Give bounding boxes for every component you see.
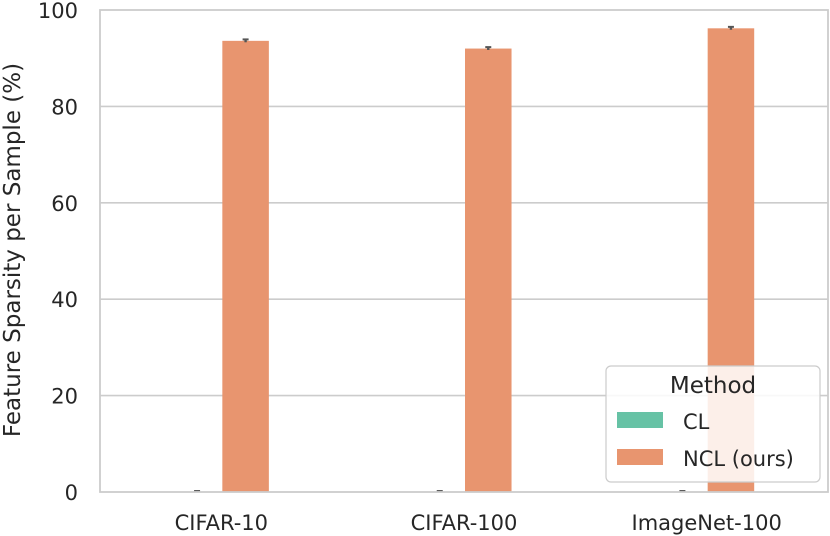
y-tick-label: 20	[51, 385, 78, 409]
legend-label-ncl: NCL (ours)	[683, 447, 794, 471]
legend-title: Method	[670, 373, 756, 399]
y-tick-label: 60	[51, 192, 78, 216]
plot-frame	[99, 9, 829, 493]
y-tick-label: 100	[38, 0, 78, 23]
legend-label-cl: CL	[683, 410, 710, 434]
x-tick-label: CIFAR-100	[411, 511, 518, 535]
legend-swatch-cl	[617, 412, 663, 428]
bar-ncl-ours	[465, 48, 512, 493]
x-tick-label: ImageNet-100	[632, 511, 782, 535]
x-tick-label: CIFAR-10	[175, 511, 268, 535]
y-tick-label: 40	[51, 288, 78, 312]
y-tick-label: 80	[51, 95, 78, 119]
bar-ncl-ours	[222, 40, 269, 493]
legend: Method CL NCL (ours)	[605, 365, 821, 483]
plot-border	[99, 9, 829, 493]
legend-swatch-ncl	[617, 449, 663, 465]
y-tick-label: 0	[65, 481, 78, 505]
x-tick-labels: CIFAR-10 CIFAR-100 ImageNet-100	[175, 511, 782, 535]
y-axis-label: Feature Sparsity per Sample (%)	[0, 63, 26, 437]
y-tick-labels: 0 20 40 60 80 100	[38, 0, 78, 505]
